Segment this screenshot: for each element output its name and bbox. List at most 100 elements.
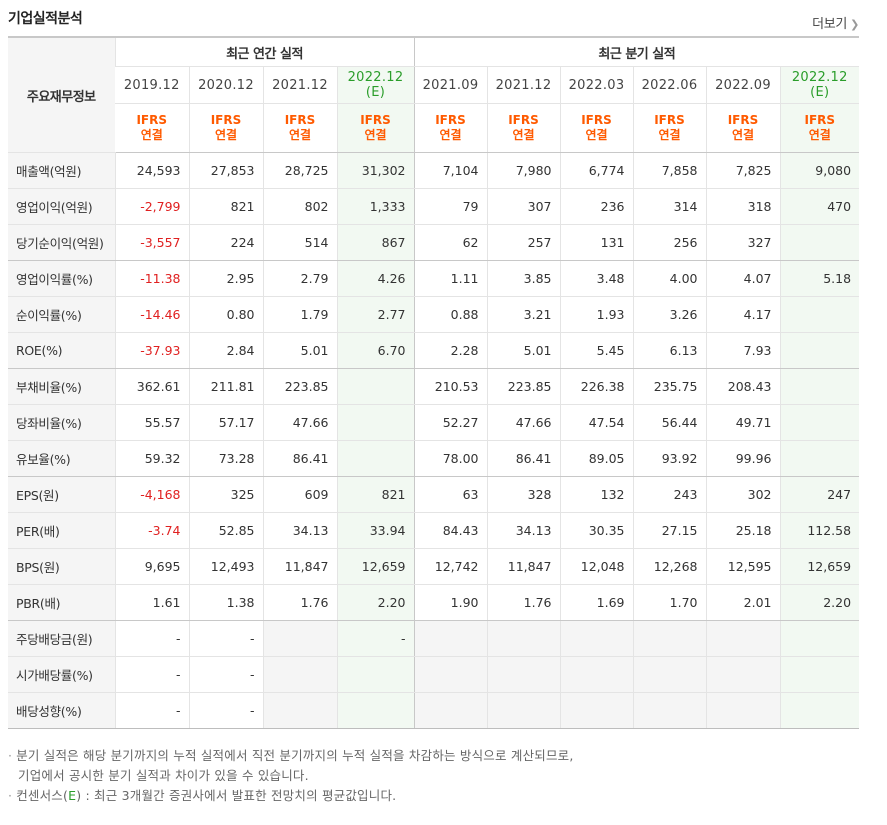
value-cell: 223.85 — [486, 368, 560, 405]
value-cell: 1.38 — [188, 584, 263, 621]
value-cell: 2.95 — [188, 260, 263, 297]
value-cell: 4.17 — [705, 296, 780, 333]
row-label: 영업이익(억원) — [8, 188, 115, 225]
value-cell: 57.17 — [188, 404, 263, 441]
value-cell: 1.93 — [559, 296, 633, 333]
note-2-mark: E — [68, 788, 77, 803]
value-cell: - — [336, 620, 414, 657]
basis-header: IFRS 연결 — [779, 103, 860, 153]
value-cell: 325 — [188, 476, 263, 513]
basis-header: IFRS 연결 — [115, 103, 189, 153]
estimate-mark: (E) — [365, 85, 386, 100]
value-cell: 226.38 — [559, 368, 633, 405]
table-row: PER(배) -3.74 52.85 34.13 33.94 84.43 34.13 30.3… — [8, 512, 860, 549]
value-cell — [559, 692, 633, 729]
table-row: 매출액(억원) 24,593 27,853 28,725 31,302 7,104 7,98… — [8, 152, 860, 189]
value-cell: -3.74 — [114, 512, 189, 549]
value-cell: 5.45 — [559, 332, 633, 369]
value-cell: 1.70 — [632, 584, 706, 621]
period-header-row: 2019.12 2020.12 2021.12 2022.12 (E) 2021.09 20… — [8, 66, 860, 104]
table-row: 부채비율(%) 362.61 211.81 223.85 210.53 223.85 226… — [8, 368, 860, 405]
value-cell — [486, 620, 560, 657]
value-cell: 27.15 — [632, 512, 706, 549]
value-cell: 1.76 — [486, 584, 560, 621]
value-cell: 86.41 — [486, 440, 560, 477]
basis-header: IFRS 연결 — [705, 103, 780, 153]
value-cell: 208.43 — [705, 368, 780, 405]
value-cell: 7,104 — [413, 152, 487, 189]
basis-header: IFRS 연결 — [262, 103, 337, 153]
basis-scope: 연결 — [364, 128, 387, 142]
value-cell: 78.00 — [413, 440, 487, 477]
value-cell — [779, 620, 860, 657]
annual-group-header: 최근 연간 실적 — [114, 36, 414, 67]
value-cell: 3.26 — [632, 296, 706, 333]
value-cell: -4,168 — [114, 476, 189, 513]
value-cell — [705, 656, 780, 693]
note-1-line-2: 기업에서 공시한 분기 실적과 차이가 있을 수 있습니다. — [18, 768, 309, 783]
value-cell: 1.61 — [114, 584, 189, 621]
basis-header: IFRS 연결 — [413, 103, 487, 153]
estimate-mark: (E) — [810, 85, 830, 100]
value-cell: 34.13 — [262, 512, 337, 549]
value-cell: 11,847 — [262, 548, 337, 585]
value-cell — [779, 332, 860, 369]
period-label: 2021.12 — [495, 77, 552, 93]
value-cell — [779, 656, 860, 693]
value-cell — [336, 692, 414, 729]
value-cell — [413, 692, 487, 729]
basis-header-row: IFRS 연결 IFRS 연결 IFRS 연결 IFRS 연결 IFRS 연결 IFRS 연결 IFRS… — [8, 103, 860, 153]
value-cell: 3.85 — [486, 260, 560, 297]
value-cell — [262, 656, 337, 693]
basis-scope: 연결 — [585, 128, 608, 142]
value-cell — [336, 656, 414, 693]
value-cell: 93.92 — [632, 440, 706, 477]
period-header: 2022.12 (E) — [336, 66, 414, 104]
period-header: 2022.12 (E) — [779, 66, 860, 104]
value-cell: - — [114, 620, 189, 657]
period-header: 2022.06 — [632, 66, 706, 104]
row-label: 부채비율(%) — [8, 368, 115, 405]
table-row: 당좌비율(%) 55.57 57.17 47.66 52.27 47.66 47.54 56.… — [8, 404, 860, 441]
row-label: 주당배당금(원) — [8, 620, 115, 657]
value-cell: 12,595 — [705, 548, 780, 585]
value-cell — [486, 656, 560, 693]
period-header: 2020.12 — [188, 66, 263, 104]
period-label: 2022.12 — [347, 70, 404, 85]
basis-scope: 연결 — [214, 128, 238, 142]
value-cell: 307 — [486, 188, 560, 225]
value-cell — [413, 620, 487, 657]
period-label: 2022.09 — [715, 77, 771, 93]
value-cell: 867 — [336, 224, 414, 261]
table-row: BPS(원) 9,695 12,493 11,847 12,659 12,742 11,84… — [8, 548, 860, 585]
value-cell: 327 — [705, 224, 780, 261]
row-label: ROE(%) — [8, 332, 115, 369]
value-cell — [336, 404, 414, 441]
bullet-icon: · — [8, 748, 13, 763]
value-cell: 47.66 — [262, 404, 337, 441]
value-cell: - — [188, 656, 263, 693]
value-cell: 243 — [632, 476, 706, 513]
value-cell: 27,853 — [188, 152, 263, 189]
value-cell: 362.61 — [114, 368, 189, 405]
value-cell: 6.13 — [632, 332, 706, 369]
table-row: 영업이익(억원) -2,799 821 802 1,333 79 307 236 314 318 4… — [8, 188, 860, 225]
value-cell: 73.28 — [188, 440, 263, 477]
value-cell — [779, 224, 860, 261]
row-label: BPS(원) — [8, 548, 115, 585]
value-cell: 62 — [413, 224, 487, 261]
value-cell: 257 — [486, 224, 560, 261]
value-cell — [779, 296, 860, 333]
more-link[interactable]: 더보기 ❯ — [812, 13, 859, 32]
value-cell — [632, 656, 706, 693]
value-cell — [705, 692, 780, 729]
value-cell — [779, 692, 860, 729]
value-cell: 2.20 — [336, 584, 414, 621]
value-cell — [559, 620, 633, 657]
period-label: 2019.12 — [123, 77, 180, 93]
value-cell — [413, 656, 487, 693]
row-label: 순이익률(%) — [8, 296, 115, 333]
value-cell: 302 — [705, 476, 780, 513]
value-cell: 3.21 — [486, 296, 560, 333]
value-cell — [559, 656, 633, 693]
